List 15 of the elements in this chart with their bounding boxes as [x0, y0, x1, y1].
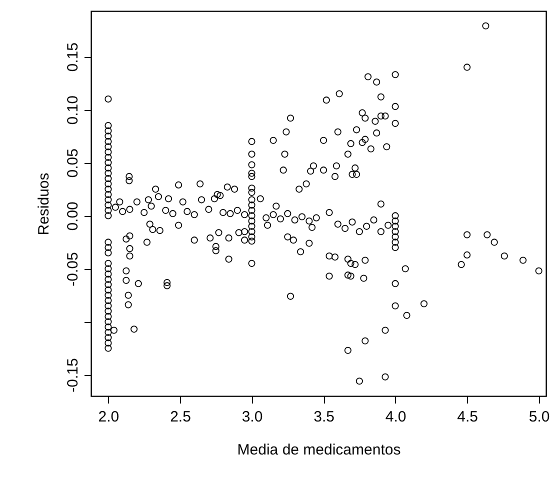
- x-tick-label: 2.0: [98, 408, 120, 426]
- x-tick-label: 4.5: [457, 408, 478, 426]
- y-axis-title: Residuos: [36, 172, 52, 236]
- x-axis-title: Media de medicamentos: [237, 442, 401, 458]
- y-tick-label: 0.00: [64, 202, 82, 231]
- y-tick-label: -0.15: [64, 358, 82, 392]
- x-tick-label: 4.0: [385, 408, 406, 426]
- x-tick-label: 2.5: [170, 408, 191, 426]
- y-tick-label: -0.05: [64, 252, 82, 286]
- x-tick-label: 3.5: [314, 408, 334, 426]
- x-tick-label: 5.0: [528, 408, 550, 426]
- x-tick-label: 3.0: [242, 408, 263, 426]
- y-tick-label: 0.10: [64, 96, 82, 125]
- y-tick-label: 0.05: [64, 148, 82, 178]
- y-tick-label: 0.15: [64, 42, 82, 72]
